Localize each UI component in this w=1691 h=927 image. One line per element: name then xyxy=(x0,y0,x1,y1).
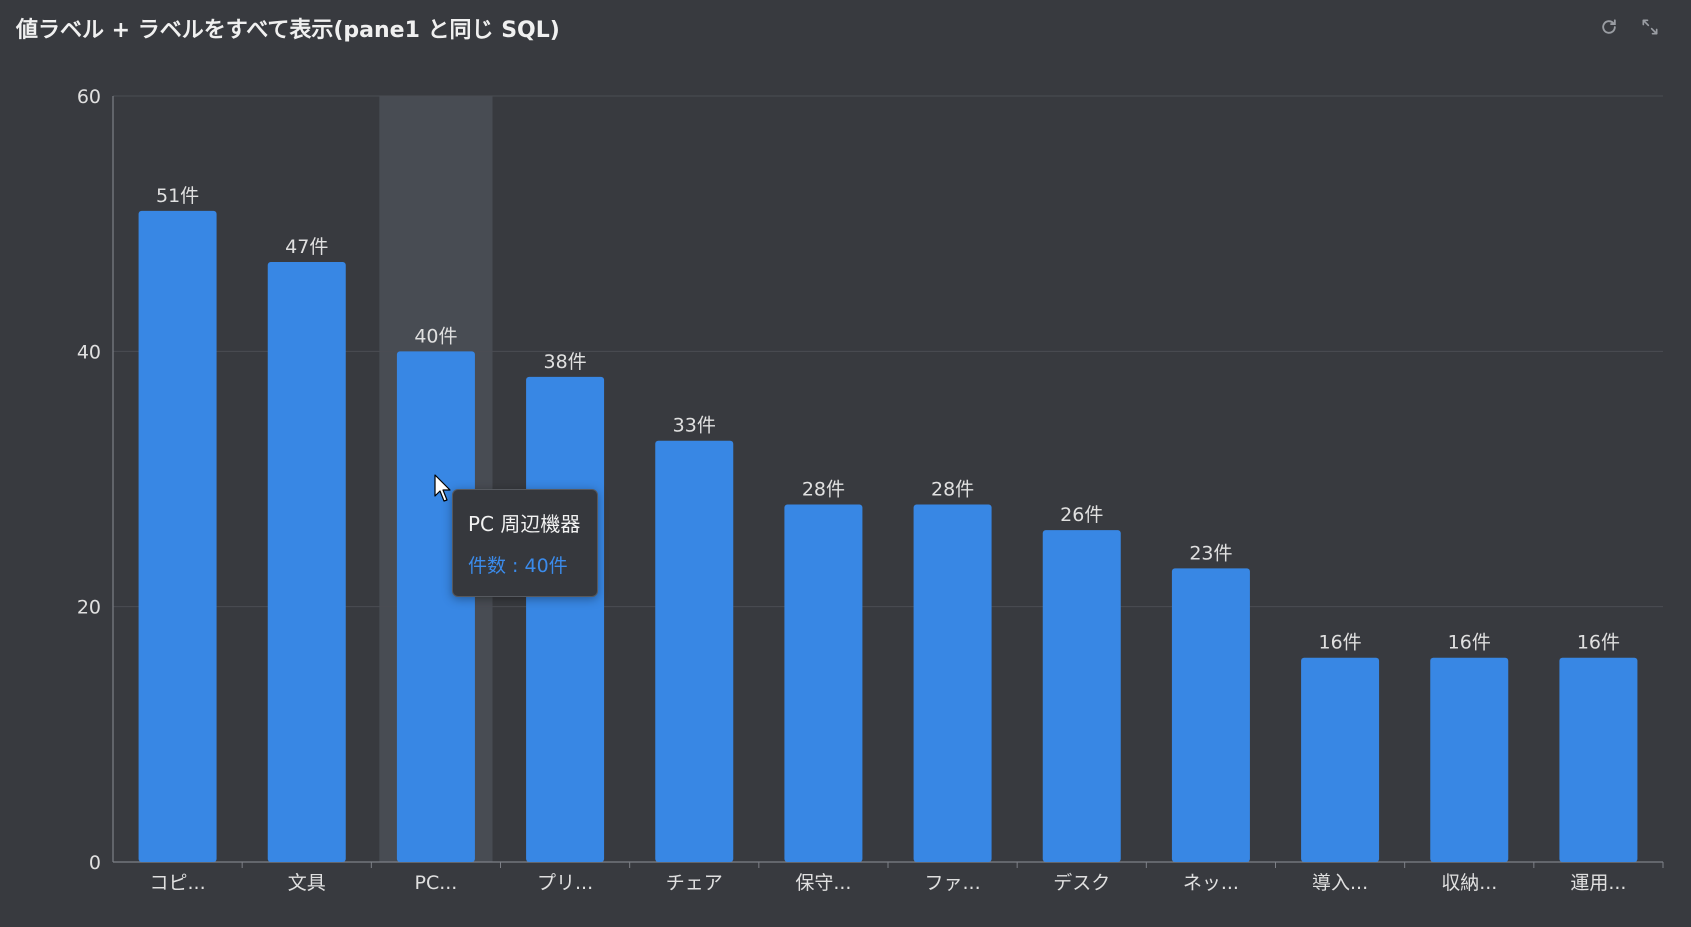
bar xyxy=(1301,657,1380,862)
y-tick-label: 60 xyxy=(77,86,101,108)
x-tick-label: プリ... xyxy=(537,872,593,894)
data-label: 16件 xyxy=(1577,632,1620,654)
mouse-cursor-icon xyxy=(434,474,451,502)
y-tick-label: 20 xyxy=(77,597,101,619)
x-tick-label: 文具 xyxy=(288,872,326,894)
bar xyxy=(396,351,475,862)
bar xyxy=(1430,657,1509,862)
x-tick-label: ネッ... xyxy=(1183,872,1239,894)
x-tick-label: 収納... xyxy=(1441,872,1497,894)
data-label: 33件 xyxy=(673,415,716,437)
data-label: 38件 xyxy=(543,351,586,373)
x-tick-label: デスク xyxy=(1053,872,1110,894)
x-tick-label: ファ... xyxy=(925,872,981,894)
tooltip-value: 件数 : 40件 xyxy=(468,555,568,577)
bar xyxy=(526,376,605,862)
bar xyxy=(1171,568,1250,862)
data-label: 28件 xyxy=(931,479,974,501)
data-label: 47件 xyxy=(285,236,328,258)
tooltip: PC 周辺機器 件数 : 40件 xyxy=(452,489,598,597)
tooltip-title: PC 周辺機器 xyxy=(468,512,581,536)
bar xyxy=(1042,530,1121,862)
x-tick-label: 導入... xyxy=(1312,872,1368,894)
refresh-icon[interactable] xyxy=(1596,14,1622,40)
data-label: 23件 xyxy=(1189,542,1232,564)
bar xyxy=(138,210,217,862)
y-tick-label: 0 xyxy=(89,852,101,874)
bar xyxy=(655,440,734,862)
expand-icon[interactable] xyxy=(1637,14,1663,40)
bar xyxy=(1559,657,1638,862)
data-label: 16件 xyxy=(1448,632,1491,654)
data-label: 51件 xyxy=(156,185,199,207)
y-tick-label: 40 xyxy=(77,341,101,363)
data-label: 26件 xyxy=(1060,504,1103,526)
bar xyxy=(913,504,992,862)
x-tick-label: 保守... xyxy=(795,872,851,894)
panel-title: 値ラベル + ラベルをすべて表示(pane1 と同じ SQL) xyxy=(16,18,560,43)
bar xyxy=(267,261,346,862)
x-tick-label: チェア xyxy=(666,872,723,894)
data-label: 40件 xyxy=(414,325,457,347)
x-tick-label: 運用... xyxy=(1570,872,1626,894)
data-label: 28件 xyxy=(802,479,845,501)
x-tick-label: PC... xyxy=(414,872,457,894)
x-tick-label: コピ... xyxy=(150,872,206,894)
bar xyxy=(784,504,863,862)
data-label: 16件 xyxy=(1318,632,1361,654)
